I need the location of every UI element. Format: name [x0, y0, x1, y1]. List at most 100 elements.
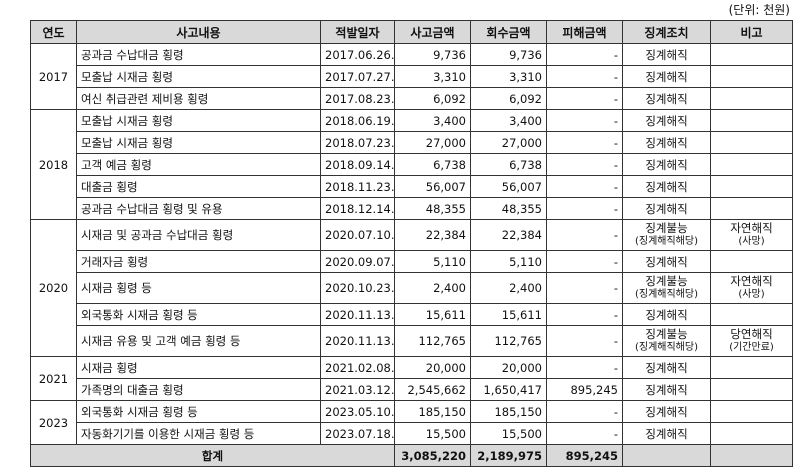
- table-row: 고객 예금 횡령 2018.09.14. 6,738 6,738- 징계해직: [31, 153, 793, 176]
- amount-cell: 27,000: [394, 131, 471, 154]
- total-label: 합계: [30, 444, 395, 467]
- total-row: 합계 3,085,220 2,189,975 895,245: [30, 444, 793, 467]
- date-cell: 2023.05.10.: [320, 400, 395, 423]
- action-cell-main: 징계불능: [645, 221, 688, 235]
- amount-cell: 3,400: [394, 109, 471, 132]
- content-cell: 여신 취급관련 제비용 횡령: [76, 87, 321, 110]
- content-cell: 모출납 시재금 횡령: [76, 109, 321, 132]
- header-date: 적발일자: [320, 20, 395, 44]
- table-row: 시재금 유용 및 고객 예금 횡령 등 2020.11.13. 112,765 112…: [31, 325, 793, 357]
- action-cell: 징계해직: [622, 422, 711, 445]
- note-cell: [710, 87, 793, 110]
- recovered-cell: 3,400: [470, 109, 547, 132]
- note-cell-main: 당연해직: [730, 327, 773, 341]
- amount-cell: 3,310: [394, 65, 471, 88]
- header-amount: 사고금액: [394, 20, 471, 44]
- table-row: 2017 공과금 수납대금 횡령 2017.06.26. 9,736 9,736- 징계해…: [30, 43, 793, 110]
- amount-cell: 56,007: [394, 175, 471, 198]
- content-cell: 시재금 횡령: [76, 356, 321, 379]
- date-cell: 2018.07.23.: [320, 131, 395, 154]
- content-cell: 시재금 및 공과금 수납대금 횡령: [76, 219, 321, 251]
- date-cell: 2017.08.23.: [320, 87, 395, 110]
- date-cell: 2017.06.26.: [320, 43, 395, 66]
- action-cell: 징계해직: [622, 400, 711, 423]
- table-row: 가족명의 대출금 횡령 2021.03.12. 2,545,662 1,650,417…: [31, 378, 793, 401]
- damage-cell: -: [546, 43, 623, 66]
- amount-cell: 15,611: [394, 303, 471, 326]
- recovered-cell: 112,765: [470, 325, 547, 357]
- amount-cell: 5,110: [394, 250, 471, 273]
- damage-cell: -: [546, 219, 623, 251]
- action-cell: 징계해직: [622, 109, 711, 132]
- recovered-cell: 27,000: [470, 131, 547, 154]
- header-note: 비고: [710, 20, 793, 44]
- action-cell-sub: (징계해직해당): [634, 342, 698, 353]
- year-cell: 2017: [30, 43, 77, 110]
- date-cell: 2018.12.14.: [320, 197, 395, 220]
- table-row: 시재금 횡령 등 2020.10.23. 2,400 2,400- 징계불능 (징계해직해…: [31, 272, 793, 304]
- content-cell: 외국통화 시재금 횡령 등: [76, 400, 321, 423]
- date-cell: 2017.07.27.: [320, 65, 395, 88]
- damage-cell: -: [546, 109, 623, 132]
- note-cell: [710, 175, 793, 198]
- note-cell: 자연해직 (사망): [710, 219, 793, 251]
- damage-cell: -: [546, 356, 623, 379]
- action-cell: 징계해직: [622, 175, 711, 198]
- incident-table: 연도 사고내용 적발일자 사고금액 회수금액 피해금액 징계조치 비고 2017…: [30, 20, 793, 467]
- header-recovered: 회수금액: [470, 20, 547, 44]
- total-note: [710, 444, 793, 467]
- amount-cell: 2,545,662: [394, 378, 471, 401]
- recovered-cell: 6,092: [470, 87, 547, 110]
- amount-cell: 112,765: [394, 325, 471, 357]
- damage-cell: -: [546, 272, 623, 304]
- action-cell-main: 징계불능: [645, 327, 688, 341]
- amount-cell: 2,400: [394, 272, 471, 304]
- date-cell: 2023.07.18.: [320, 422, 395, 445]
- table-row: 자동화기기를 이용한 시재금 횡령 등 2023.07.18. 15,500 15,5…: [31, 422, 793, 445]
- header-damage: 피해금액: [546, 20, 623, 44]
- damage-cell: -: [546, 65, 623, 88]
- note-cell: [710, 378, 793, 401]
- recovered-cell: 3,310: [470, 65, 547, 88]
- date-cell: 2018.06.19.: [320, 109, 395, 132]
- damage-cell: -: [546, 250, 623, 273]
- recovered-cell: 185,150: [470, 400, 547, 423]
- amount-cell: 185,150: [394, 400, 471, 423]
- header-row: 연도 사고내용 적발일자 사고금액 회수금액 피해금액 징계조치 비고: [30, 20, 793, 44]
- amount-cell: 22,384: [394, 219, 471, 251]
- date-cell: 2018.11.23.: [320, 175, 395, 198]
- year-cell: 2021: [30, 356, 77, 401]
- action-cell: 징계불능 (징계해직해당): [622, 325, 711, 357]
- recovered-cell: 1,650,417: [470, 378, 547, 401]
- table-row: 2021 시재금 횡령 2021.02.08. 20,000 20,000- 징계해직: [30, 356, 793, 401]
- damage-cell: -: [546, 197, 623, 220]
- table-body: 2017 공과금 수납대금 횡령 2017.06.26. 9,736 9,736- 징계해…: [30, 43, 793, 467]
- table-row: 거래자금 횡령 2020.09.07. 5,110 5,110- 징계해직: [31, 250, 793, 273]
- damage-cell: -: [546, 325, 623, 357]
- table-row: 외국통화 시재금 횡령 등 2020.11.13. 15,611 15,611- 징계해…: [31, 303, 793, 326]
- table-row: 모출납 시재금 횡령 2018.07.23. 27,000 27,000- 징계해직: [31, 131, 793, 154]
- header-content: 사고내용: [76, 20, 321, 44]
- recovered-cell: 5,110: [470, 250, 547, 273]
- year-cell: 2023: [30, 400, 77, 445]
- date-cell: 2021.02.08.: [320, 356, 395, 379]
- content-cell: 대출금 횡령: [76, 175, 321, 198]
- table-row: 모출납 시재금 횡령 2017.07.27. 3,310 3,310- 징계해직: [31, 65, 793, 88]
- content-cell: 공과금 수납대금 횡령: [76, 43, 321, 66]
- note-cell-main: 자연해직: [730, 221, 773, 235]
- action-cell: 징계해직: [622, 197, 711, 220]
- content-cell: 거래자금 횡령: [76, 250, 321, 273]
- action-cell: 징계해직: [622, 303, 711, 326]
- note-cell: [710, 422, 793, 445]
- action-cell: 징계불능 (징계해직해당): [622, 219, 711, 251]
- note-cell: [710, 356, 793, 379]
- action-cell: 징계해직: [622, 131, 711, 154]
- action-cell: 징계불능 (징계해직해당): [622, 272, 711, 304]
- recovered-cell: 20,000: [470, 356, 547, 379]
- recovered-cell: 22,384: [470, 219, 547, 251]
- action-cell: 징계해직: [622, 356, 711, 379]
- note-cell: [710, 197, 793, 220]
- action-cell: 징계해직: [622, 87, 711, 110]
- date-cell: 2020.10.23.: [320, 272, 395, 304]
- damage-cell: -: [546, 303, 623, 326]
